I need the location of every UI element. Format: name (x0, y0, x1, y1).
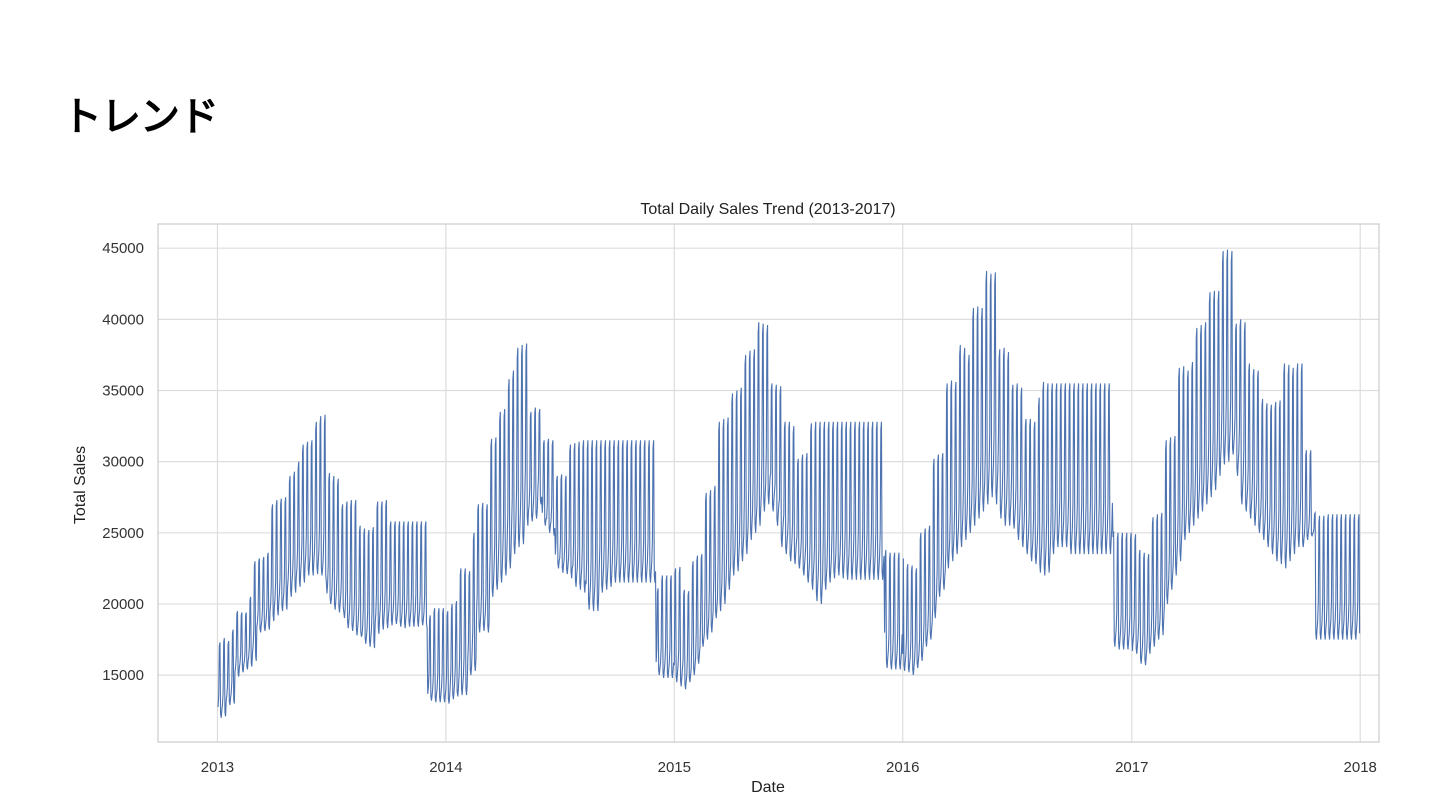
y-tick-label: 45000 (102, 240, 144, 257)
x-axis-label: Date (751, 779, 785, 796)
tick-labels: 2013 2014 2015 2016 2017 2018 15000 20000 25000 3… (102, 240, 1377, 776)
y-tick-label: 30000 (102, 454, 144, 471)
plot-frame (157, 223, 1380, 743)
y-tick-label: 15000 (102, 667, 144, 684)
sales-line (217, 249, 1361, 718)
y-tick-label: 25000 (102, 525, 144, 542)
y-axis-label: Total Sales (72, 446, 89, 524)
y-tick-label: 20000 (102, 596, 144, 613)
slide-title: トレンド (62, 94, 219, 140)
x-tick-label: 2014 (429, 759, 462, 776)
x-tick-label: 2013 (201, 759, 234, 776)
x-tick-label: 2017 (1115, 759, 1148, 776)
x-tick-label: 2016 (886, 759, 919, 776)
x-tick-label: 2015 (658, 759, 691, 776)
sales-series (217, 249, 1361, 718)
chart-title: Total Daily Sales Trend (2013-2017) (640, 201, 895, 218)
y-tick-label: 35000 (102, 383, 144, 400)
x-tick-label: 2018 (1344, 759, 1377, 776)
y-tick-label: 40000 (102, 311, 144, 328)
